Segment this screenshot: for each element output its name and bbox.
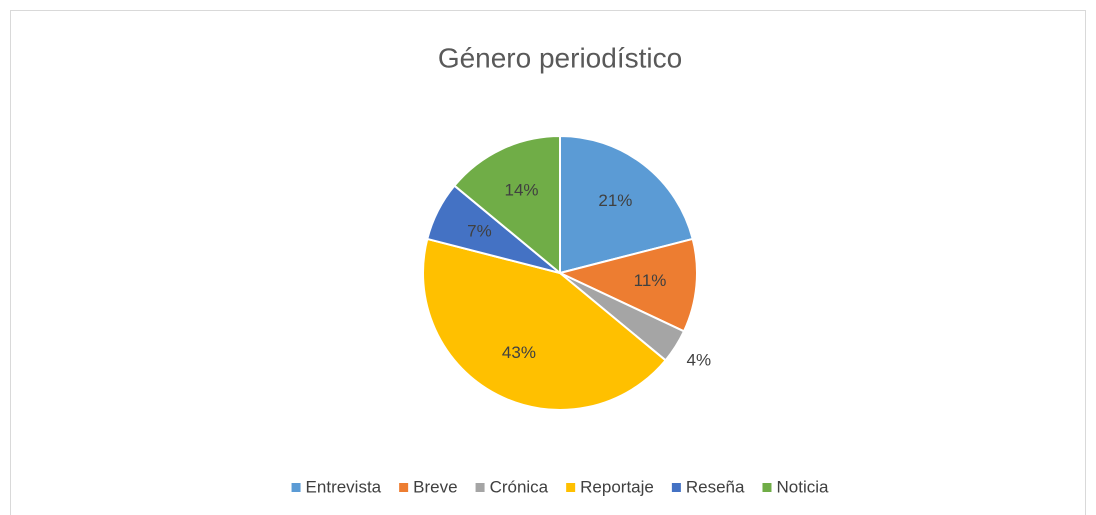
chart-title: Género periodístico [438,42,682,73]
legend-swatch [762,483,772,492]
legend-label: Noticia [776,477,829,496]
legend-label: Entrevista [306,477,382,496]
legend-swatch [671,483,681,492]
data-label: 21% [598,191,632,210]
pie-slice [422,237,667,411]
pie-slice [557,237,698,333]
legend-label: Reseña [686,477,745,496]
data-label: 7% [467,221,492,240]
legend-label: Reportaje [580,477,654,496]
legend-swatch [399,483,409,492]
legend-label: Breve [413,477,457,496]
chart-border [10,10,1086,515]
pie-slice [453,134,561,276]
legend-label: Crónica [490,477,549,496]
data-label: 14% [504,181,538,200]
data-label: 11% [634,271,667,290]
legend: Entrevista Breve Crónica Reportaje Reseña Not… [291,477,829,496]
data-label: 43% [502,343,536,362]
legend-swatch [475,483,485,492]
pie-slice [559,134,694,275]
legend-swatch [291,483,301,492]
data-label: 4% [687,351,712,370]
legend-swatch [566,483,576,492]
